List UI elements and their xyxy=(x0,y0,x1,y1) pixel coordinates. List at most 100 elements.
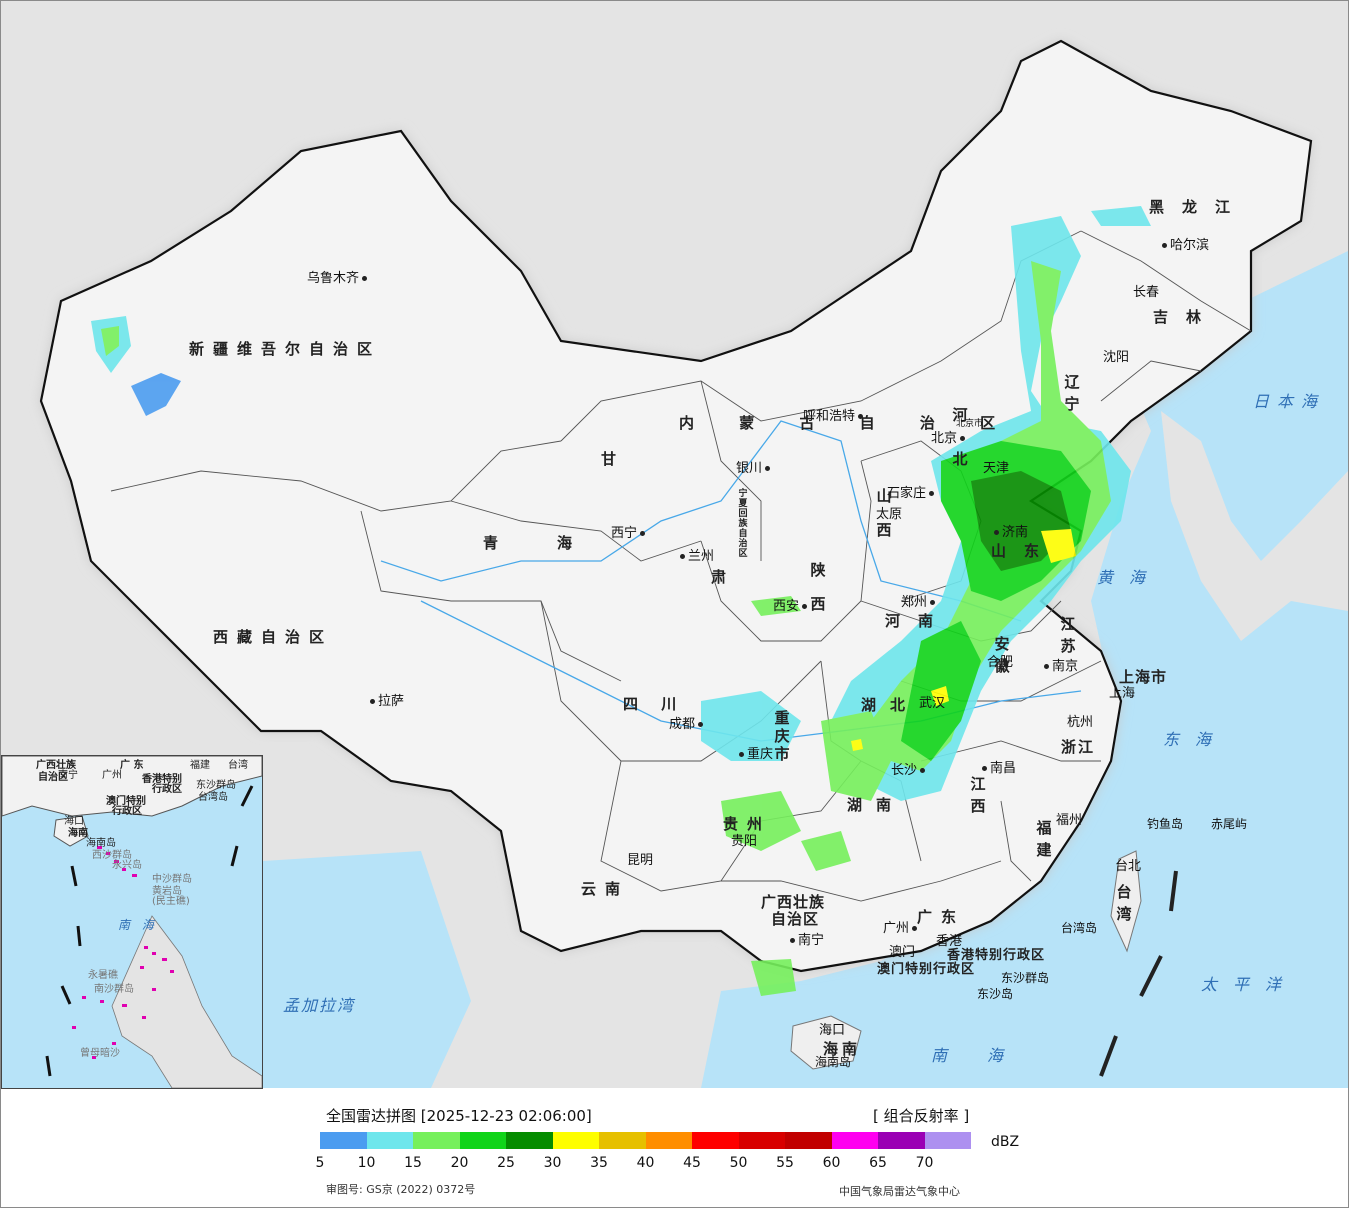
province-sichuan: 四 川 xyxy=(623,695,686,713)
inset-label-hainan-dao: 海南岛 xyxy=(86,838,116,849)
color-swatch-10 xyxy=(785,1132,832,1149)
province-liaoning: 辽宁 xyxy=(1064,373,1080,413)
inset-label-taiwan: 台湾 xyxy=(228,760,248,771)
island-dongsha-qundao: 东沙群岛 xyxy=(1001,971,1050,985)
city-harbin: 哈尔滨 xyxy=(1159,238,1209,253)
inset-label-fujian: 福建 xyxy=(190,760,210,771)
color-swatch-2 xyxy=(413,1132,460,1149)
city-hefei: 合肥 xyxy=(987,655,1014,670)
city-kunming: 昆明 xyxy=(627,853,654,868)
province-shanghai-shi: 上海市 xyxy=(1119,668,1168,686)
city-nanning: 南宁 xyxy=(787,933,824,948)
province-guizhou: 贵州 xyxy=(723,815,772,833)
legend-tick-35: 35 xyxy=(590,1155,608,1171)
inset-label-hainan: 海南 xyxy=(68,828,88,839)
legend-tick-30: 30 xyxy=(543,1155,562,1171)
inset-sea-label: 南 海 xyxy=(118,918,158,932)
color-swatch-7 xyxy=(645,1132,692,1149)
color-swatch-5 xyxy=(552,1132,599,1149)
inset-label-huangyan: 黄岩岛 xyxy=(152,886,182,897)
province-hubei: 湖北 xyxy=(861,696,920,714)
city-nanjing: 南京 xyxy=(1041,659,1078,674)
island-hainan-dao: 海南岛 xyxy=(815,1055,852,1069)
inset-label-yongxing: 永兴岛 xyxy=(112,860,142,871)
province-gansu: 甘 xyxy=(601,450,626,468)
city-taipei: 台北 xyxy=(1115,859,1142,874)
inset-label-mo: 澳门特别 xyxy=(106,796,146,807)
legend-tick-70: 70 xyxy=(915,1155,934,1171)
province-chongqing-shi: 重庆市 xyxy=(774,709,790,763)
city-shijiazhuang: 石家庄 xyxy=(887,486,937,501)
color-swatch-13 xyxy=(924,1132,971,1149)
province-jilin: 吉林 xyxy=(1153,308,1220,326)
inset-label-mo2: 行政区 xyxy=(112,806,142,817)
city-jinan: 济南 xyxy=(991,525,1028,540)
city-macau: 澳门 xyxy=(889,945,916,960)
south-china-sea-inset: 广西壮族 自治区 南宁 广 东 广州 福建 台湾 香港特别 行政区 澳门特别 行… xyxy=(1,755,263,1089)
inset-label-hk: 香港特别 xyxy=(142,774,182,785)
province-jiangxi: 江西 xyxy=(970,775,986,815)
city-wuhan: 武汉 xyxy=(919,696,946,711)
inset-label-guangdong: 广 东 xyxy=(120,760,144,771)
province-ningxia: 宁夏回族自治区 xyxy=(738,489,748,559)
city-chengdu: 成都 xyxy=(669,717,706,732)
legend-title: 全国雷达拼图 [2025-12-23 02:06:00] xyxy=(326,1107,592,1125)
inset-label-nansha: 南沙群岛 xyxy=(94,984,134,995)
city-guiyang: 贵阳 xyxy=(731,834,758,849)
province-anhui: 安徽 xyxy=(994,635,1010,675)
inset-label-zhongsha: 中沙群岛 xyxy=(152,874,192,885)
color-swatch-3 xyxy=(459,1132,506,1149)
city-lhasa: 拉萨 xyxy=(367,694,404,709)
city-changsha: 长沙 xyxy=(891,763,928,778)
province-hunan: 湖南 xyxy=(847,796,906,814)
city-xining: 西宁 xyxy=(611,526,648,541)
china-map: 乌鲁木齐 拉萨 西宁 兰州 银川 呼和浩特 北京 天津 石家庄 太原 济南 郑州… xyxy=(1,1,1348,1088)
city-fuzhou: 福州 xyxy=(1056,813,1083,828)
island-chiwei: 赤尾屿 xyxy=(1211,817,1248,831)
island-taiwan-dao: 台湾岛 xyxy=(1061,921,1098,935)
legend-tick-55: 55 xyxy=(776,1155,794,1171)
province-hebei: 河北 xyxy=(952,406,968,468)
legend-tick-65: 65 xyxy=(869,1155,887,1171)
province-jiangsu: 江苏 xyxy=(1060,615,1076,655)
color-swatch-8 xyxy=(692,1132,739,1149)
province-gansu-b: 肃 xyxy=(711,568,736,586)
sea-yellow: 黄海 xyxy=(1097,568,1162,587)
radar-echoes xyxy=(91,206,1151,996)
inset-label-hk2: 行政区 xyxy=(152,784,182,795)
inset-label-guangzhou: 广州 xyxy=(102,770,122,781)
province-shaanxi: 陕西 xyxy=(810,561,826,613)
island-diaoyu: 钓鱼岛 xyxy=(1147,817,1184,831)
legend-tick-5: 5 xyxy=(315,1155,325,1171)
city-urumqi: 乌鲁木齐 xyxy=(307,271,370,286)
city-xian: 西安 xyxy=(773,599,810,614)
label-beijing-shi: 北京市 xyxy=(956,419,984,429)
city-guangzhou: 广州 xyxy=(883,921,920,936)
inset-label-taiwan-dao: 台湾岛 xyxy=(198,792,228,803)
color-swatch-6 xyxy=(599,1132,646,1149)
sea-south: 南海 xyxy=(931,1046,1044,1065)
legend-unit: dBZ xyxy=(991,1134,1020,1150)
sea-japan: 日本海 xyxy=(1253,392,1326,411)
map-canvas xyxy=(39,39,1348,1088)
legend-panel: 全国雷达拼图 [2025-12-23 02:06:00] [ 组合反射率 ] d… xyxy=(1,1089,1348,1207)
province-qinghai-b: 海 xyxy=(557,534,582,552)
legend-tick-10: 10 xyxy=(357,1155,376,1171)
inset-label-guangxi2: 自治区 xyxy=(38,772,68,783)
city-nanchang: 南昌 xyxy=(979,761,1016,776)
city-hongkong: 香港 xyxy=(936,934,963,949)
color-swatch-11 xyxy=(831,1132,878,1149)
city-lanzhou: 兰州 xyxy=(677,549,714,564)
city-shanghai: 上海 xyxy=(1109,686,1136,701)
province-henan: 河南 xyxy=(885,612,952,630)
sea-pacific: 太平洋 xyxy=(1201,975,1298,994)
province-guangdong: 广东 xyxy=(917,908,966,926)
city-haikou: 海口 xyxy=(819,1023,846,1038)
legend-product: [ 组合反射率 ] xyxy=(873,1107,970,1125)
hainan-island xyxy=(790,1015,862,1070)
province-heilongjiang: 黑龙江 xyxy=(1149,198,1249,216)
province-xinjiang: 新疆维吾尔自治区 xyxy=(189,340,382,358)
korea-japan-land xyxy=(1161,411,1348,641)
province-hainan: 海南 xyxy=(823,1040,862,1058)
